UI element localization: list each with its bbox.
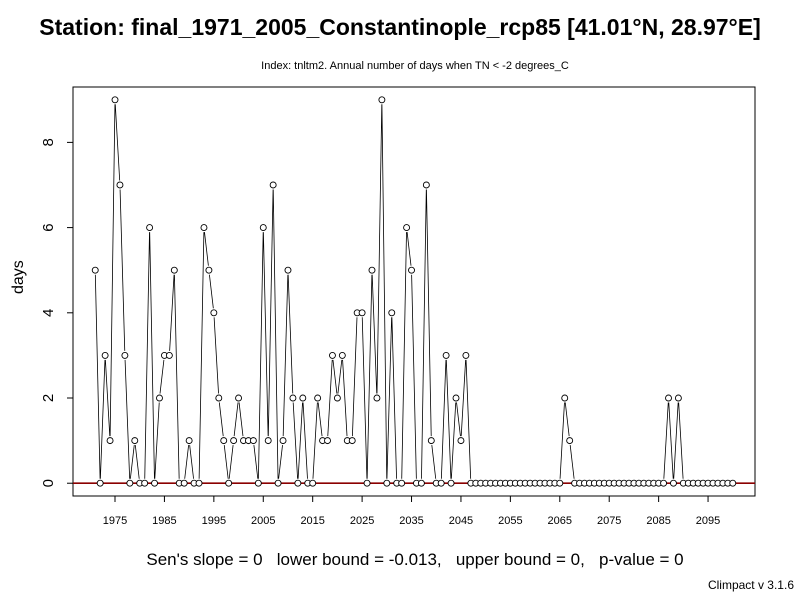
data-point-2016	[314, 394, 322, 402]
data-point-1981	[141, 479, 149, 487]
data-point-2031	[388, 309, 396, 317]
data-point-1978	[126, 479, 134, 487]
data-point-1994	[205, 266, 213, 274]
data-point-2026	[363, 479, 371, 487]
data-point-2007	[269, 181, 277, 189]
x-tick-label-2045: 2045	[449, 515, 473, 527]
series-layer	[91, 96, 737, 487]
x-tick-label-2095: 2095	[696, 515, 720, 527]
x-tick-label-2055: 2055	[498, 515, 522, 527]
data-point-2028	[373, 394, 381, 402]
data-point-2035	[408, 266, 415, 274]
data-point-1972	[96, 479, 104, 487]
x-tick-label-1985: 1985	[152, 515, 176, 527]
data-point-1990	[185, 437, 193, 445]
data-point-2042	[442, 351, 450, 359]
data-point-1971	[91, 266, 99, 274]
x-tick-label-2015: 2015	[300, 515, 324, 527]
y-tick-label-6: 6	[40, 223, 57, 231]
data-point-2043	[447, 479, 455, 487]
data-point-1984	[156, 394, 163, 402]
y-tick-label-0: 0	[40, 479, 57, 487]
chart-subtitle: Index: tnltm2. Annual number of days whe…	[261, 60, 569, 72]
data-point-2041	[437, 479, 445, 487]
data-point-2100	[729, 479, 737, 487]
y-tick-label-8: 8	[40, 138, 57, 146]
data-point-1998	[225, 479, 233, 487]
data-point-1995	[210, 309, 218, 317]
x-tick-label-2035: 2035	[399, 515, 423, 527]
x-tick-label-2025: 2025	[350, 515, 374, 527]
series-line-0	[94, 104, 684, 479]
data-point-2044	[452, 394, 460, 402]
version-label: Climpact v 3.1.6	[707, 578, 794, 592]
data-point-2039	[427, 437, 435, 445]
data-point-2019	[329, 351, 336, 359]
chart-title: Station: final_1971_2005_Constantinople_…	[39, 14, 761, 40]
plot-frame	[72, 86, 756, 497]
data-point-2021	[338, 351, 346, 359]
data-point-1997	[220, 437, 228, 445]
data-point-2012	[294, 479, 302, 487]
data-point-2033	[398, 479, 406, 487]
y-tick-label-2: 2	[40, 394, 57, 402]
data-point-1983	[151, 479, 158, 487]
data-point-2020	[333, 394, 341, 402]
data-point-1987	[170, 266, 178, 274]
data-point-2067	[566, 437, 574, 445]
data-point-2004	[254, 479, 262, 487]
data-point-2027	[368, 266, 376, 274]
data-point-2087	[665, 394, 672, 402]
data-point-2037	[417, 479, 425, 487]
y-tick-label-4: 4	[40, 309, 57, 317]
data-point-2005	[259, 224, 267, 232]
x-tick-label-2075: 2075	[597, 515, 621, 527]
x-tick-label-2005: 2005	[251, 515, 275, 527]
data-point-2034	[403, 224, 411, 232]
data-point-2065	[556, 479, 564, 487]
x-tick-label-1995: 1995	[202, 515, 226, 527]
data-point-2013	[299, 394, 307, 402]
data-point-1999	[230, 437, 238, 445]
data-point-2006	[264, 437, 272, 445]
axes: 1975 1985 1995 2005 2015 2025 2035 2045 2055 2065…	[40, 86, 756, 527]
data-point-2003	[249, 437, 257, 445]
data-point-1989	[180, 479, 188, 487]
data-point-2030	[383, 479, 391, 487]
data-point-2025	[358, 309, 366, 317]
data-point-2089	[674, 394, 682, 402]
data-point-1974	[106, 437, 114, 445]
data-point-2015	[309, 479, 317, 487]
data-point-1973	[101, 351, 109, 359]
x-tick-label-1975: 1975	[103, 515, 127, 527]
data-point-2008	[274, 479, 282, 487]
data-point-1982	[146, 224, 154, 232]
data-point-2046	[462, 351, 470, 359]
x-tick-label-2065: 2065	[548, 515, 572, 527]
trend-statistics: Sen's slope = 0 lower bound = -0.013, up…	[146, 550, 684, 569]
data-point-2009	[279, 437, 287, 445]
data-point-2023	[348, 437, 356, 445]
data-point-1975	[111, 96, 119, 104]
data-point-2038	[422, 181, 430, 189]
data-point-2045	[457, 437, 465, 445]
data-point-1976	[116, 181, 124, 189]
data-point-1992	[195, 479, 203, 487]
data-point-1979	[131, 437, 139, 445]
data-point-2029	[378, 96, 386, 104]
data-point-1996	[215, 394, 223, 402]
data-point-2011	[289, 394, 297, 402]
data-point-2088	[670, 479, 677, 487]
data-point-1977	[121, 351, 129, 359]
data-point-2000	[235, 394, 243, 402]
x-tick-label-2085: 2085	[646, 515, 670, 527]
data-point-1986	[165, 351, 173, 359]
data-point-2010	[284, 266, 292, 274]
data-point-1993	[200, 224, 208, 232]
data-point-2086	[660, 479, 668, 487]
data-point-2018	[324, 437, 331, 445]
data-point-2066	[561, 394, 569, 402]
